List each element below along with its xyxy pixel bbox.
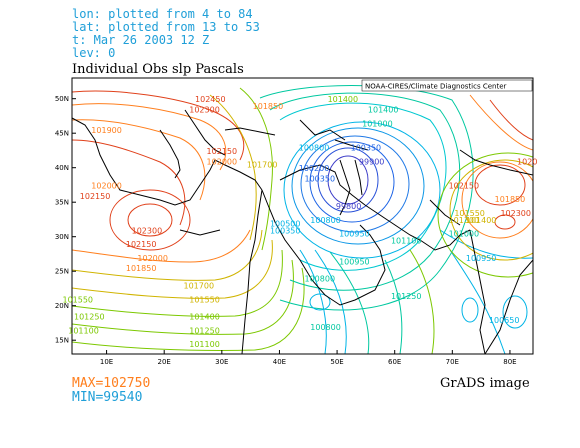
contour-label: 102300 <box>132 226 163 235</box>
contour-label: 101900 <box>91 126 122 135</box>
contour-label: 99800 <box>336 202 361 211</box>
contour-label: 102300 <box>189 106 220 115</box>
x-tick-label: 20E <box>158 358 171 366</box>
contour-label: 101100 <box>391 237 422 246</box>
contour-label: 100350 <box>270 226 301 235</box>
time-label: t: Mar 26 2003 12 Z <box>72 33 210 47</box>
contour-label: 100800 <box>305 275 336 284</box>
contour-label: 100950 <box>339 230 370 239</box>
contour-label: 101400 <box>328 95 359 104</box>
lat-range-label: lat: plotted from 13 to 53 <box>72 20 260 34</box>
contour-label: 101300 <box>449 216 480 225</box>
contour-label: 100800 <box>299 143 330 152</box>
contour-label: 101400 <box>189 313 220 322</box>
contour-label: 100650 <box>489 316 520 325</box>
contour-label: 100950 <box>339 257 370 266</box>
contour-label: 102300 <box>500 209 531 218</box>
y-axis-ticks: 50N 45N 40N 35N 30N 25N 20N 15N <box>55 95 76 345</box>
min-value-label: MIN=99540 <box>72 390 143 405</box>
plot-frame <box>71 77 534 355</box>
contour-label: 102150 <box>126 240 157 249</box>
contour-lines <box>72 85 533 354</box>
contour-label: 1020 <box>517 157 537 166</box>
y-tick-label: 25N <box>55 268 69 276</box>
contour-label: 101850 <box>253 102 284 111</box>
contour-label: 101550 <box>454 209 485 218</box>
contour-label: 101000 <box>449 230 480 239</box>
contour-label: 102450 <box>195 95 226 104</box>
y-tick-label: 15N <box>55 337 69 345</box>
y-tick-label: 30N <box>55 233 69 241</box>
contour-label: 101850 <box>495 195 526 204</box>
contour-label: 100350 <box>305 175 336 184</box>
contour-label: 101100 <box>68 326 99 335</box>
coastlines <box>72 109 533 354</box>
contour-label: 101400 <box>466 216 497 225</box>
credit-box <box>361 79 533 92</box>
y-tick-label: 50N <box>55 95 69 103</box>
x-axis-ticks: 10E 20E 30E 40E 50E 60E 70E 80E <box>100 350 517 366</box>
contour-label: 102150 <box>207 147 238 156</box>
x-tick-label: 60E <box>388 358 401 366</box>
plot-title: Individual Obs slp Pascals <box>72 62 244 77</box>
contour-label: 101550 <box>62 295 93 304</box>
contour-label: 100200 <box>299 164 330 173</box>
y-tick-label: 20N <box>55 302 69 310</box>
contour-label: 101700 <box>247 161 278 170</box>
contour-label: 100500 <box>270 219 301 228</box>
contour-label: 101100 <box>189 340 220 349</box>
contour-label: 101550 <box>189 295 220 304</box>
contour-label: 99900 <box>359 157 384 166</box>
contour-label: 101250 <box>391 292 422 301</box>
x-tick-label: 50E <box>330 358 343 366</box>
contour-labels: 1024501023001019001021501020001021501020… <box>62 95 537 349</box>
x-tick-label: 30E <box>215 358 228 366</box>
level-label: lev: 0 <box>72 46 116 60</box>
contour-label: 101250 <box>189 326 220 335</box>
x-tick-label: 80E <box>503 358 516 366</box>
contour-label: 100800 <box>310 216 341 225</box>
contour-label: 100350 <box>351 143 382 152</box>
x-tick-label: 40E <box>273 358 286 366</box>
contour-label: 100950 <box>466 254 497 263</box>
contour-label: 102150 <box>449 181 480 190</box>
contour-label: 102000 <box>137 254 168 263</box>
x-tick-label: 70E <box>446 358 459 366</box>
contour-label: 101250 <box>74 313 105 322</box>
contour-label: 102000 <box>207 157 238 166</box>
max-value-label: MAX=102750 <box>72 376 151 391</box>
contour-label: 102150 <box>80 192 111 201</box>
lon-range-label: lon: plotted from 4 to 84 <box>72 7 253 21</box>
contour-label: 100800 <box>310 323 341 332</box>
y-tick-label: 40N <box>55 164 69 172</box>
y-tick-label: 45N <box>55 130 69 138</box>
contour-label: 101400 <box>368 106 399 115</box>
x-tick-label: 10E <box>100 358 113 366</box>
contour-label: 102000 <box>91 181 122 190</box>
y-tick-label: 35N <box>55 199 69 207</box>
contour-label: 101000 <box>362 119 393 128</box>
contour-label: 101700 <box>184 281 215 290</box>
contour-label: 101850 <box>126 264 157 273</box>
grads-credit: GrADS image <box>440 376 530 391</box>
credit-box-text: NOAA-CIRES/Climate Diagnostics Center <box>365 83 506 91</box>
